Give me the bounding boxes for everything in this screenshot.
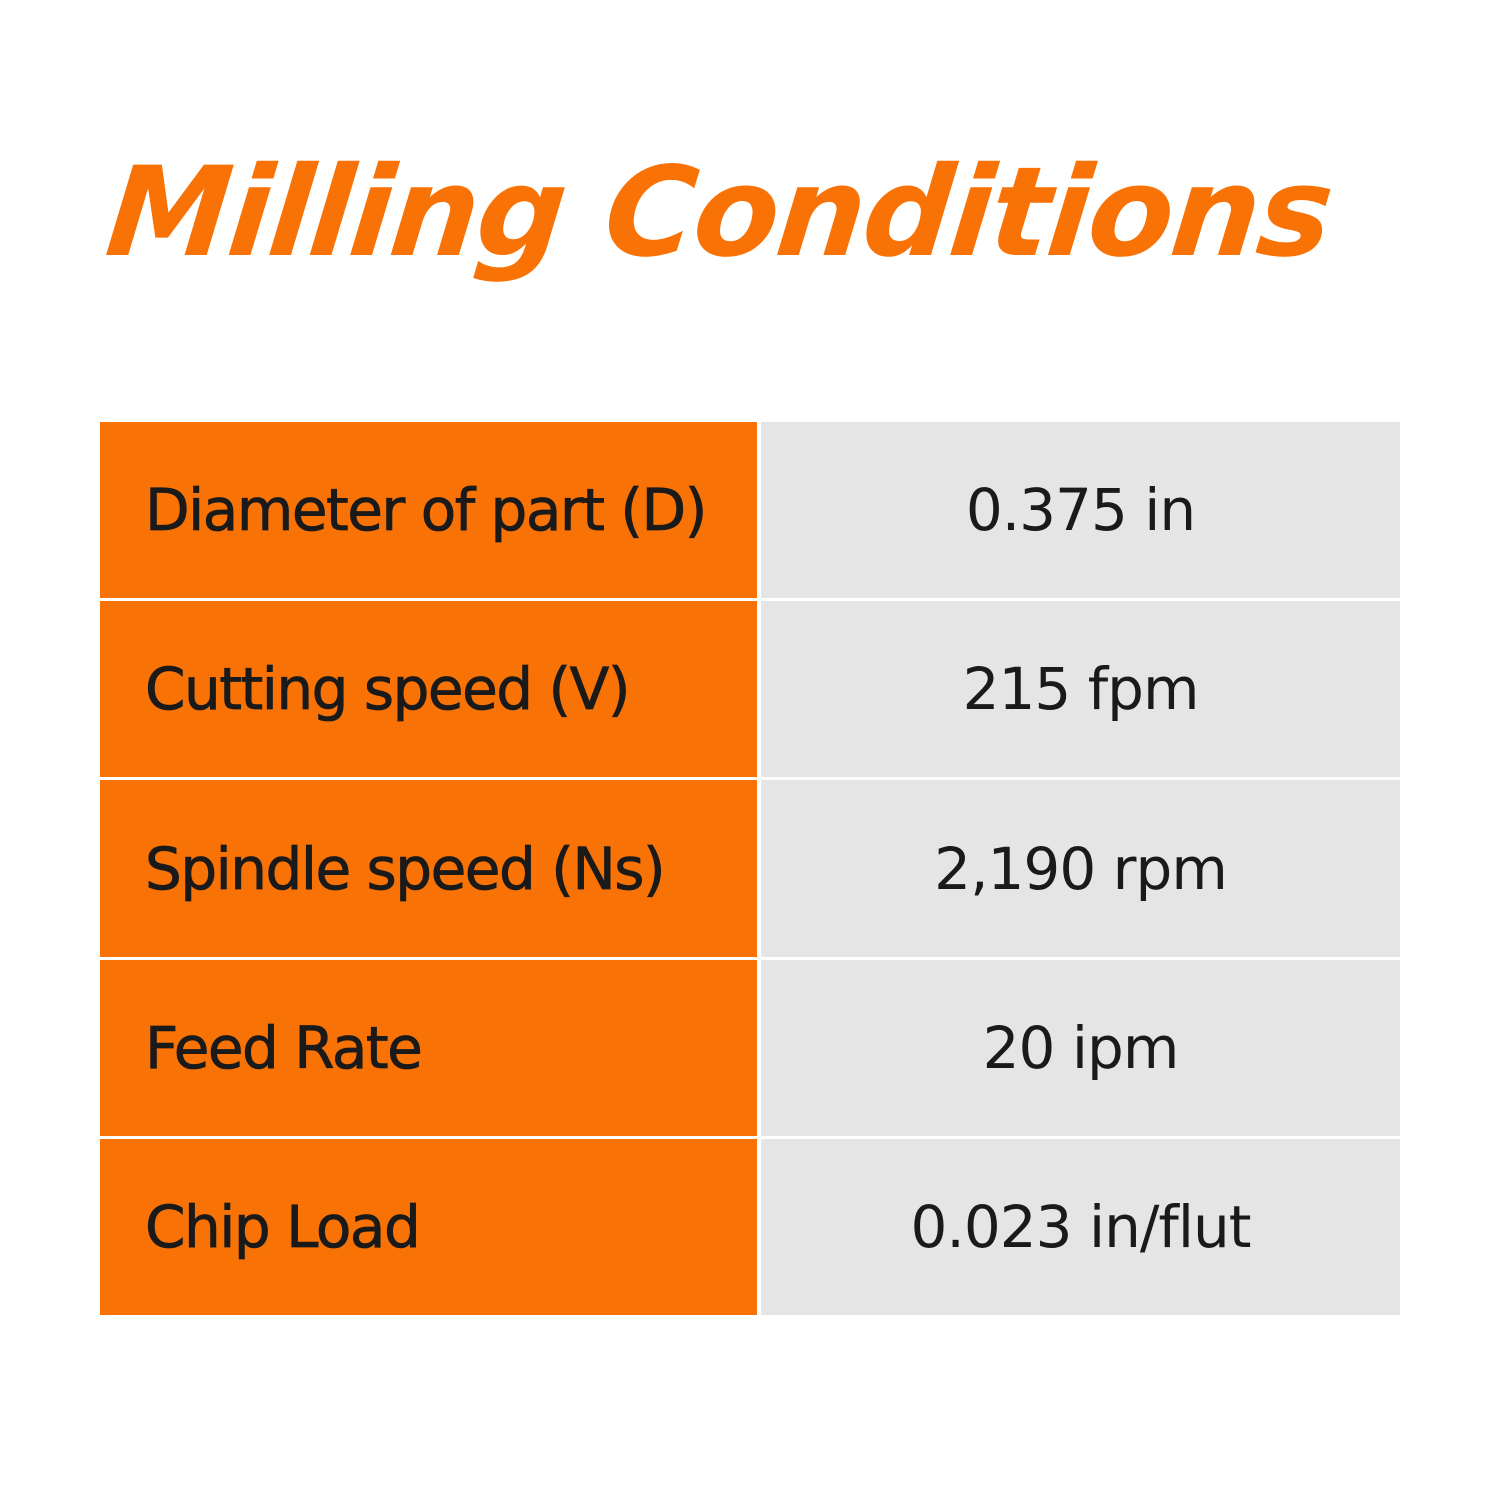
page-title: Milling Conditions (100, 141, 1338, 285)
table-row: Spindle speed (Ns) 2,190 rpm (100, 780, 1400, 957)
row-value: 2,190 rpm (761, 780, 1400, 957)
row-value: 215 fpm (761, 601, 1400, 778)
row-label: Diameter of part (D) (100, 422, 757, 599)
table-row: Chip Load 0.023 in/flut (100, 1138, 1400, 1316)
table-row: Diameter of part (D) 0.375 in (100, 422, 1400, 599)
milling-conditions-table: Diameter of part (D) 0.375 in Cutting sp… (100, 422, 1400, 1316)
row-value: 0.375 in (761, 422, 1400, 599)
row-label: Chip Load (100, 1138, 757, 1316)
row-value: 20 ipm (761, 959, 1400, 1136)
row-label: Spindle speed (Ns) (100, 780, 757, 957)
table-row: Feed Rate 20 ipm (100, 959, 1400, 1136)
row-label: Feed Rate (100, 959, 757, 1136)
table-row: Cutting speed (V) 215 fpm (100, 601, 1400, 778)
row-label: Cutting speed (V) (100, 601, 757, 778)
row-value: 0.023 in/flut (761, 1138, 1400, 1316)
